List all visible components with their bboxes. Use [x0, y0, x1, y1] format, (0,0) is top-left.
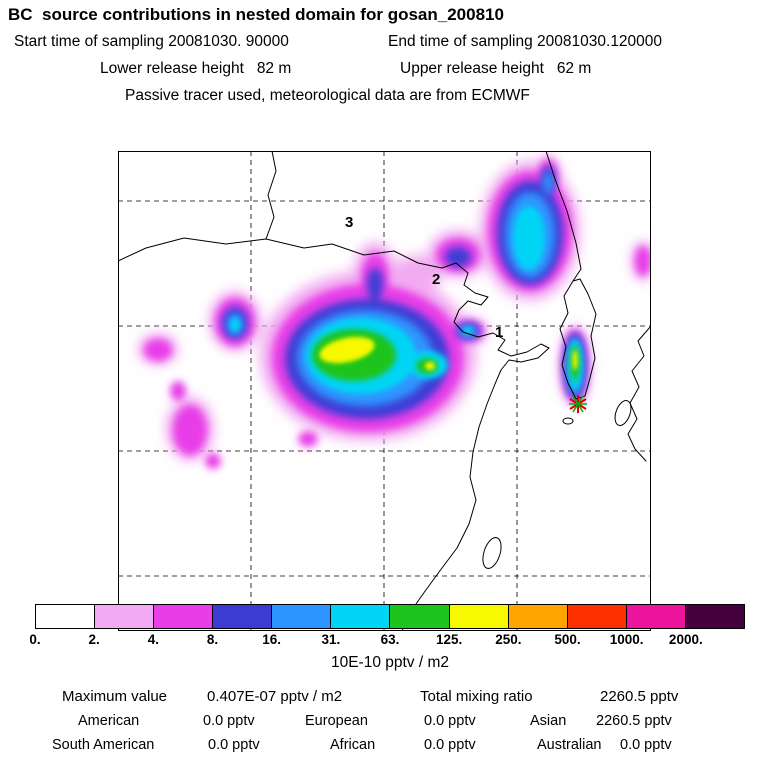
contour-field — [138, 155, 651, 469]
map-plot: 3 2 1 — [117, 115, 652, 632]
region-name-south-american: South American — [52, 737, 155, 753]
colorbar-segment — [271, 605, 331, 628]
contour-level-125 — [319, 336, 578, 370]
map-label-3: 3 — [345, 214, 353, 231]
colorbar-tick-label: 125. — [436, 632, 463, 647]
region-value-american: 0.0 pptv — [203, 713, 255, 729]
colorbar-tick-label: 63. — [380, 632, 400, 647]
coastlines — [117, 150, 652, 632]
colorbar-tick-label: 1000. — [609, 632, 644, 647]
region-name-australian: Australian — [537, 737, 602, 753]
colorbar-tick-label: 500. — [554, 632, 581, 647]
region-value-australian: 0.0 pptv — [620, 737, 672, 753]
colorbar-segment — [625, 605, 685, 628]
maximum-value: 0.407E-07 pptv / m2 — [207, 688, 343, 705]
colorbar-segment — [566, 605, 626, 628]
region-value-south-american: 0.0 pptv — [208, 737, 260, 753]
colorbar-unit-label: 10E-10 pptv / m2 — [330, 654, 450, 671]
colorbar-segment — [330, 605, 390, 628]
region-value-european: 0.0 pptv — [424, 713, 476, 729]
colorbar-segment — [94, 605, 154, 628]
map-number-labels: 3 2 1 — [345, 214, 503, 341]
colorbar-tick-label: 4. — [147, 632, 159, 647]
colorbar-segment — [684, 605, 744, 628]
region-value-african: 0.0 pptv — [424, 737, 476, 753]
colorbar-segment — [389, 605, 449, 628]
tracer-note-text: Passive tracer used, meteorological data… — [125, 87, 530, 104]
region-value-asian: 2260.5 pptv — [596, 713, 672, 729]
region-name-american: American — [78, 713, 140, 729]
map-label-2: 2 — [432, 271, 440, 288]
colorbar-segments — [35, 604, 745, 629]
maximum-value-label: Maximum value — [62, 688, 168, 705]
colorbar-segment — [507, 605, 567, 628]
page-title: BC source contributions in nested domain… — [8, 5, 504, 24]
map-svg: 3 2 1 — [117, 150, 652, 632]
colorbar-tick-label: 8. — [206, 632, 219, 647]
colorbar-tick-label: 2. — [88, 632, 100, 647]
total-mixing-ratio-value: 2260.5 pptv — [600, 688, 679, 705]
colorbar-segment — [212, 605, 272, 628]
upper-release-text: Upper release height 62 m — [400, 60, 592, 77]
colorbar-segment — [153, 605, 213, 628]
colorbar-tick-label: 250. — [495, 632, 522, 647]
colorbar-ticks: 0. 2. 4. 8. 16. 31. 63. 125. 250. 500. 1000. 2000. — [29, 632, 745, 648]
end-time-text: End time of sampling 20081030.120000 — [388, 33, 663, 50]
colorbar-tick-label: 0. — [29, 632, 41, 647]
colorbar-tick-label: 16. — [262, 632, 282, 647]
total-mixing-ratio-label: Total mixing ratio — [420, 688, 533, 705]
colorbar-segment — [448, 605, 508, 628]
lower-release-text: Lower release height 82 m — [100, 60, 292, 77]
region-name-european: European — [305, 713, 368, 729]
map-frame — [118, 151, 651, 631]
colorbar-tick-label: 2000. — [668, 632, 703, 647]
gosan-site-marker — [569, 395, 587, 413]
region-name-african: African — [330, 737, 376, 753]
colorbar-segment — [36, 605, 95, 628]
colorbar-tick-label: 31. — [321, 632, 341, 647]
start-time-text: Start time of sampling 20081030. 90000 — [14, 33, 289, 50]
region-name-asian: Asian — [530, 713, 567, 729]
map-label-1: 1 — [495, 324, 503, 341]
